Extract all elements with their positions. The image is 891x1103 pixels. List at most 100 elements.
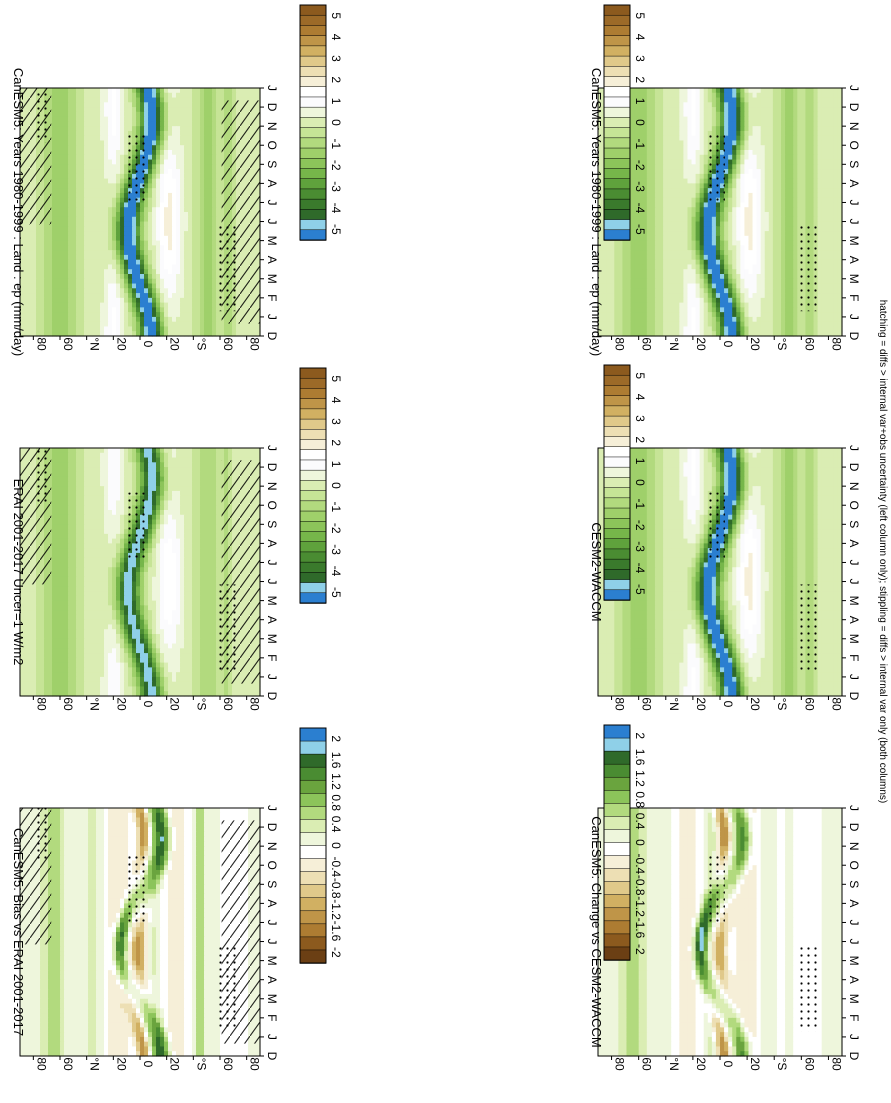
- heatmap-cell: [192, 169, 197, 175]
- heatmap-cell: [732, 173, 737, 180]
- heatmap-cell: [164, 159, 169, 165]
- heatmap-cell: [160, 169, 165, 175]
- heatmap-cell: [68, 235, 73, 242]
- heatmap-cell: [44, 235, 49, 242]
- heatmap-cell: [715, 97, 721, 103]
- heatmap-cell: [60, 321, 65, 328]
- heatmap-cell: [32, 269, 37, 275]
- heatmap-cell: [805, 102, 811, 108]
- heatmap-cell: [817, 212, 823, 218]
- heatmap-cell: [80, 240, 85, 246]
- heatmap-cell: [703, 111, 709, 118]
- heatmap-cell: [116, 321, 121, 328]
- heatmap-cell: [724, 216, 729, 223]
- heatmap-cell: [76, 116, 81, 122]
- heatmap-cell: [793, 164, 798, 170]
- heatmap-cell: [196, 102, 201, 108]
- lat-tick-label: 60: [61, 337, 75, 351]
- heatmap-cell: [180, 207, 185, 213]
- heatmap-cell: [64, 121, 69, 127]
- heatmap-cell: [112, 297, 117, 304]
- heatmap-cell: [116, 192, 121, 199]
- heatmap-cell: [760, 207, 766, 213]
- heatmap-cell: [671, 183, 676, 189]
- heatmap-cell: [64, 212, 69, 218]
- heatmap-cell: [821, 145, 827, 151]
- heatmap-cell: [638, 88, 644, 94]
- heatmap-cell: [829, 121, 835, 127]
- heatmap-cell: [646, 192, 652, 199]
- heatmap-cell: [711, 88, 717, 94]
- heatmap-cell: [642, 164, 648, 170]
- heatmap-cell: [216, 312, 221, 318]
- heatmap-cell: [60, 269, 65, 275]
- heatmap-cell: [164, 312, 169, 318]
- heatmap-cell: [104, 316, 109, 323]
- heatmap-cell: [112, 312, 117, 318]
- heatmap-cell: [837, 145, 843, 151]
- heatmap-cell: [212, 212, 217, 218]
- heatmap-cell: [48, 231, 53, 237]
- heatmap-cell: [116, 169, 121, 175]
- heatmap-cell: [736, 107, 741, 113]
- heatmap-cell: [204, 297, 209, 304]
- heatmap-cell: [160, 269, 165, 275]
- heatmap-cell: [675, 169, 680, 175]
- heatmap-cell: [172, 207, 177, 213]
- heatmap-cell: [776, 111, 782, 118]
- heatmap-cell: [180, 173, 185, 180]
- heatmap-cell: [711, 216, 717, 223]
- heatmap-cell: [68, 169, 73, 175]
- heatmap-cell: [168, 231, 173, 237]
- heatmap-cell: [650, 92, 656, 99]
- heatmap-cell: [659, 140, 664, 146]
- heatmap-cell: [64, 111, 69, 118]
- heatmap-cell: [128, 297, 133, 304]
- heatmap-cell: [785, 140, 790, 146]
- heatmap-cell: [736, 178, 741, 184]
- heatmap-cell: [837, 197, 843, 204]
- heatmap-cell: [92, 307, 97, 313]
- heatmap-cell: [116, 297, 121, 304]
- heatmap-cell: [100, 221, 105, 227]
- heatmap-cell: [28, 250, 33, 256]
- heatmap-cell: [164, 226, 169, 232]
- heatmap-cell: [148, 183, 153, 189]
- heatmap-cell: [829, 111, 835, 118]
- heatmap-cell: [756, 154, 762, 161]
- heatmap-cell: [88, 173, 93, 180]
- heatmap-cell: [650, 140, 656, 146]
- heatmap-cell: [128, 312, 133, 318]
- heatmap-cell: [40, 231, 45, 237]
- heatmap-cell: [184, 297, 189, 304]
- heatmap-cell: [801, 197, 806, 204]
- heatmap-cell: [64, 312, 69, 318]
- heatmap-cell: [108, 192, 113, 199]
- heatmap-cell: [192, 107, 197, 113]
- heatmap-cell: [216, 188, 221, 194]
- heatmap-cell: [252, 321, 257, 328]
- heatmap-cell: [64, 264, 69, 270]
- heatmap-cell: [96, 231, 101, 237]
- heatmap-cell: [72, 250, 77, 256]
- heatmap-cell: [760, 107, 766, 113]
- heatmap-cell: [817, 173, 823, 180]
- heatmap-cell: [68, 307, 73, 313]
- heatmap-cell: [80, 188, 85, 194]
- heatmap-cell: [40, 302, 45, 308]
- heatmap-cell: [598, 226, 603, 232]
- heatmap-cell: [736, 159, 741, 165]
- heatmap-cell: [156, 207, 161, 213]
- heatmap-cell: [36, 293, 41, 299]
- heatmap-cell: [52, 264, 57, 270]
- heatmap-cell: [703, 88, 709, 94]
- heatmap-cell: [184, 231, 189, 237]
- heatmap-cell: [180, 302, 185, 308]
- heatmap-cell: [112, 278, 117, 285]
- heatmap-cell: [148, 192, 153, 199]
- heatmap-cell: [80, 116, 85, 122]
- heatmap-cell: [120, 202, 125, 208]
- colorbar-swatch: [299, 117, 327, 129]
- heatmap-cell: [748, 164, 754, 170]
- heatmap-cell: [172, 264, 177, 270]
